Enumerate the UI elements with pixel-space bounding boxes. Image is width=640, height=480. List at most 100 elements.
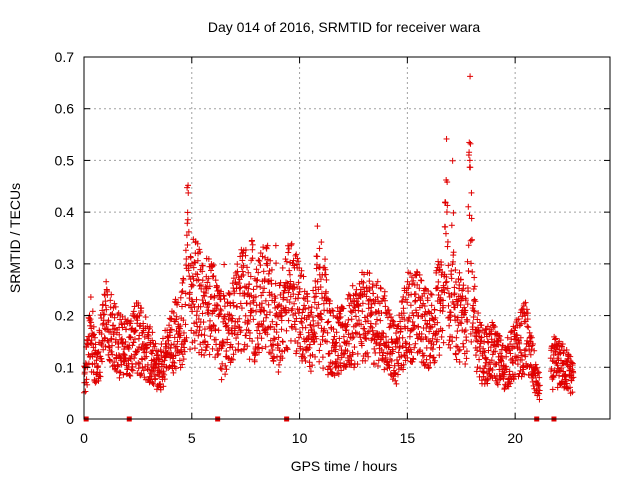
- data-point: [235, 346, 242, 353]
- data-point: [111, 314, 118, 321]
- data-point: [450, 209, 457, 216]
- data-point: [269, 346, 276, 353]
- data-point: [470, 285, 477, 292]
- data-point: [310, 317, 317, 324]
- data-point: [207, 267, 214, 274]
- data-point: [494, 337, 501, 344]
- data-point: [271, 336, 278, 343]
- data-point: [556, 346, 563, 353]
- data-point: [327, 365, 334, 372]
- data-point: [559, 378, 566, 385]
- data-point: [524, 310, 531, 317]
- data-point: [160, 383, 167, 390]
- data-point: [443, 209, 450, 216]
- data-point: [168, 315, 175, 322]
- data-point: [188, 327, 195, 334]
- data-point: [409, 326, 416, 333]
- data-point: [391, 362, 398, 369]
- data-point: [401, 352, 408, 359]
- data-point: [348, 316, 355, 323]
- data-point: [385, 307, 392, 314]
- data-point: [183, 255, 190, 262]
- data-point: [374, 294, 381, 301]
- data-point: [434, 319, 441, 326]
- data-point: [218, 307, 225, 314]
- data-point: [267, 337, 274, 344]
- data-point: [446, 337, 453, 344]
- x-tick-label: 20: [507, 430, 523, 446]
- data-point: [425, 288, 432, 295]
- data-point: [163, 340, 170, 347]
- data-point: [202, 338, 209, 345]
- data-point: [310, 323, 317, 330]
- x-tick-label: 0: [80, 430, 88, 446]
- data-point: [338, 367, 345, 374]
- data-point: [454, 328, 461, 335]
- data-point: [482, 363, 489, 370]
- data-point: [267, 350, 274, 357]
- data-point: [551, 336, 558, 343]
- data-point: [196, 246, 203, 253]
- data-point: [349, 282, 356, 289]
- data-point: [265, 278, 272, 285]
- data-point: [198, 346, 205, 353]
- data-point: [291, 284, 298, 291]
- data-point: [460, 340, 467, 347]
- data-point: [324, 329, 331, 336]
- data-point: [131, 303, 138, 310]
- data-point: [366, 287, 373, 294]
- data-point: [191, 345, 198, 352]
- data-point: [326, 363, 333, 370]
- data-point: [122, 338, 129, 345]
- x-tick-label: 5: [188, 430, 196, 446]
- data-point: [402, 296, 409, 303]
- data-point: [112, 303, 119, 310]
- data-point: [144, 344, 151, 351]
- data-point: [307, 368, 314, 375]
- data-point: [184, 209, 191, 216]
- data-point: [110, 322, 117, 329]
- data-point: [87, 294, 94, 301]
- data-point: [101, 291, 108, 298]
- data-point: [273, 260, 280, 267]
- data-point: [489, 366, 496, 373]
- data-point: [145, 332, 152, 339]
- data-point: [104, 337, 111, 344]
- data-point: [149, 337, 156, 344]
- data-point: [295, 291, 302, 298]
- data-point: [343, 327, 350, 334]
- data-point: [121, 351, 128, 358]
- data-point: [468, 189, 475, 196]
- data-point: [324, 338, 331, 345]
- data-point: [121, 352, 128, 359]
- data-point: [220, 293, 227, 300]
- data-point: [345, 316, 352, 323]
- data-point: [302, 357, 309, 364]
- data-point: [445, 262, 452, 269]
- data-point: [394, 371, 401, 378]
- data-point: [275, 369, 282, 376]
- data-point: [563, 376, 570, 383]
- data-point: [159, 335, 166, 342]
- data-point: [184, 220, 191, 227]
- data-point: [247, 312, 254, 319]
- data-point: [166, 322, 173, 329]
- data-point: [498, 358, 505, 365]
- data-point: [436, 267, 443, 274]
- data-point: [438, 261, 445, 268]
- data-point: [399, 343, 406, 350]
- data-point: [380, 349, 387, 356]
- data-point: [131, 336, 138, 343]
- data-point: [428, 291, 435, 298]
- data-point: [507, 350, 514, 357]
- data-point: [361, 271, 368, 278]
- data-point: [442, 279, 449, 286]
- data-point: [127, 372, 134, 379]
- data-point: [236, 280, 243, 287]
- data-point: [495, 341, 502, 348]
- data-point: [288, 323, 295, 330]
- data-point: [130, 308, 137, 315]
- data-point: [290, 281, 297, 288]
- data-point: [270, 335, 277, 342]
- data-point: [195, 332, 202, 339]
